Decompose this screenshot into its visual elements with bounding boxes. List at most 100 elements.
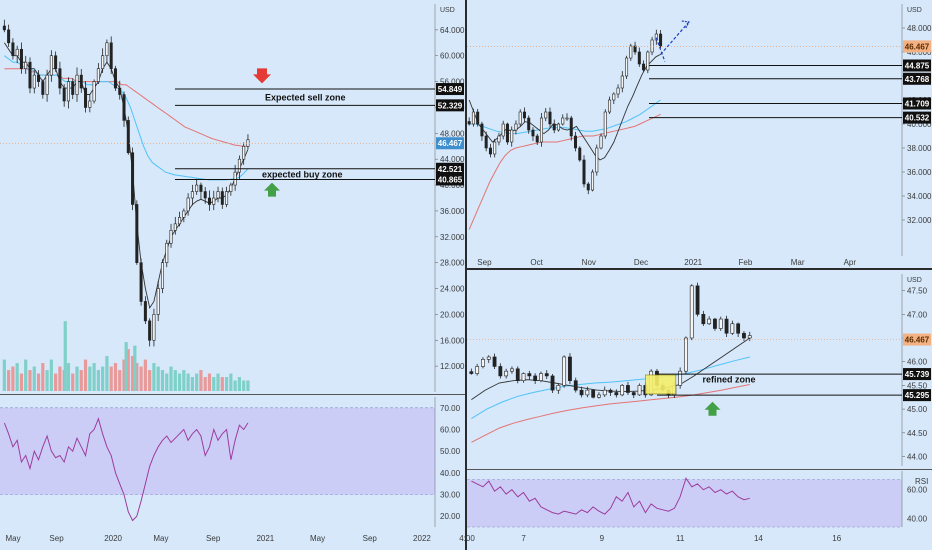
left-volume-bar: [220, 377, 224, 391]
bottom-right-price-pane[interactable]: [467, 270, 932, 468]
left-rsi-line: [3, 417, 249, 522]
left-candle: [186, 197, 190, 212]
left-candle: [28, 61, 32, 89]
left-volume-bar: [186, 373, 190, 391]
left-volume-bar: [66, 363, 71, 391]
bottom-right-xtick-label-3: 11: [676, 534, 685, 543]
left-candle: [203, 191, 207, 199]
left-volume-bar: [58, 366, 62, 391]
top-right-candle: [518, 111, 522, 125]
bottom-right-rsi-line: [471, 477, 750, 515]
top-right-level-tag-label-0: 44.875: [905, 62, 930, 71]
left-candle: [58, 68, 62, 89]
left-volume-bar: [233, 380, 237, 391]
horizontal-divider[interactable]: [467, 268, 932, 270]
left-volume-bar: [156, 366, 160, 391]
left-volume-bar: [216, 373, 220, 391]
left-price-pane[interactable]: [0, 0, 465, 395]
top-right-xtick-label-1: Oct: [530, 258, 543, 267]
left-candle: [160, 262, 164, 289]
bottom-right-xtick-label-2: 9: [600, 534, 605, 543]
top-right-candle: [484, 135, 488, 149]
left-candle: [66, 81, 70, 102]
top-right-ytick-label-2: 36.000: [907, 168, 932, 177]
top-right-price-pane[interactable]: [467, 0, 932, 268]
bottom-right-ytick-label-7: 47.50: [907, 287, 928, 296]
left-candle: [165, 242, 169, 263]
left-ytick-label-13: 64.000: [440, 26, 465, 35]
refined-buy-arrow-icon: [704, 401, 721, 416]
top-right-candle: [633, 45, 637, 53]
left-xtick-label-2: 2020: [104, 534, 122, 543]
bottom-right-candle: [515, 368, 520, 381]
left-xtick-label-4: Sep: [206, 534, 221, 543]
bottom-right-rsi-label: RSI: [915, 477, 928, 486]
bottom-right-candle: [689, 285, 694, 339]
left-candle: [75, 74, 79, 95]
bottom-right-candle: [573, 380, 578, 391]
left-ema_long-line: [4, 68, 248, 147]
bottom-right-level-tag-0: [903, 368, 931, 381]
top-right-candle: [476, 111, 480, 125]
left-candle: [169, 230, 173, 244]
refined-zone-box[interactable]: [645, 374, 677, 395]
left-level-tag-label-1: 52.329: [438, 101, 463, 110]
top-right-currency-label: USD: [907, 7, 922, 14]
top-right-candle: [497, 135, 501, 143]
left-candle: [71, 81, 75, 95]
left-ytick-label-11: 56.000: [440, 78, 465, 87]
bottom-right-candle: [626, 385, 630, 393]
top-right-candle: [471, 111, 475, 125]
top-right-candle: [595, 147, 599, 173]
projection-leg-1: [655, 37, 666, 62]
left-volume-bar: [242, 380, 246, 391]
left-volume-bar: [71, 373, 75, 391]
left-volume-bar: [169, 366, 173, 391]
left-candle: [15, 48, 19, 57]
top-right-candle: [642, 63, 646, 71]
left-candle: [113, 68, 117, 89]
bottom-right-candle: [469, 371, 474, 374]
bottom-right-candle: [602, 389, 607, 396]
left-volume-bar: [92, 363, 96, 391]
left-candle: [143, 301, 147, 322]
top-right-candle: [522, 111, 526, 119]
left-candle: [32, 74, 36, 89]
left-candle: [135, 204, 139, 263]
bottom-right-candle: [695, 285, 700, 315]
top-right-xtick-label-3: Dec: [634, 258, 648, 267]
left-candle: [237, 158, 241, 173]
refined-zone-label: refined zone: [703, 375, 756, 385]
left-volume-bar: [229, 373, 233, 391]
top-right-xtick-label-0: Sep: [477, 258, 492, 267]
top-right-ytick-label-7: 46.000: [907, 48, 932, 57]
left-candle: [45, 74, 49, 95]
left-annotation-1: expected buy zone: [262, 169, 343, 179]
left-rsi-tick-label-2: 40.00: [440, 469, 461, 478]
bottom-right-xtick-label-5: 16: [832, 534, 841, 543]
bottom-right-currency-label: USD: [907, 277, 922, 284]
vertical-divider[interactable]: [465, 0, 467, 550]
left-candle: [96, 68, 100, 82]
left-candle: [216, 191, 220, 199]
bottom-right-candle: [742, 332, 746, 339]
left-xtick-label-7: Sep: [363, 534, 378, 543]
left-volume-bar: [237, 377, 242, 391]
bottom-right-xtick-label-0: 4:00: [459, 534, 475, 543]
left-xtick-label-8: 2022: [413, 534, 431, 543]
left-candle: [109, 42, 113, 69]
bottom-right-candle: [550, 375, 555, 391]
left-candle: [84, 87, 88, 108]
left-volume-bar: [101, 366, 105, 391]
left-xtick-label-6: May: [310, 534, 325, 543]
left-candle: [156, 288, 160, 315]
left-candle: [207, 197, 211, 205]
buy-arrow-icon: [264, 182, 280, 197]
left-volume-bar: [96, 370, 100, 391]
bottom-right-candle: [492, 356, 497, 367]
bottom-right-ytick-label-1: 44.50: [907, 429, 928, 438]
top-right-candle: [501, 123, 505, 137]
bottom-right-level-tag-1: [903, 389, 931, 402]
left-ytick-label-9: 48.000: [440, 129, 465, 138]
left-currency-label: USD: [440, 7, 455, 14]
